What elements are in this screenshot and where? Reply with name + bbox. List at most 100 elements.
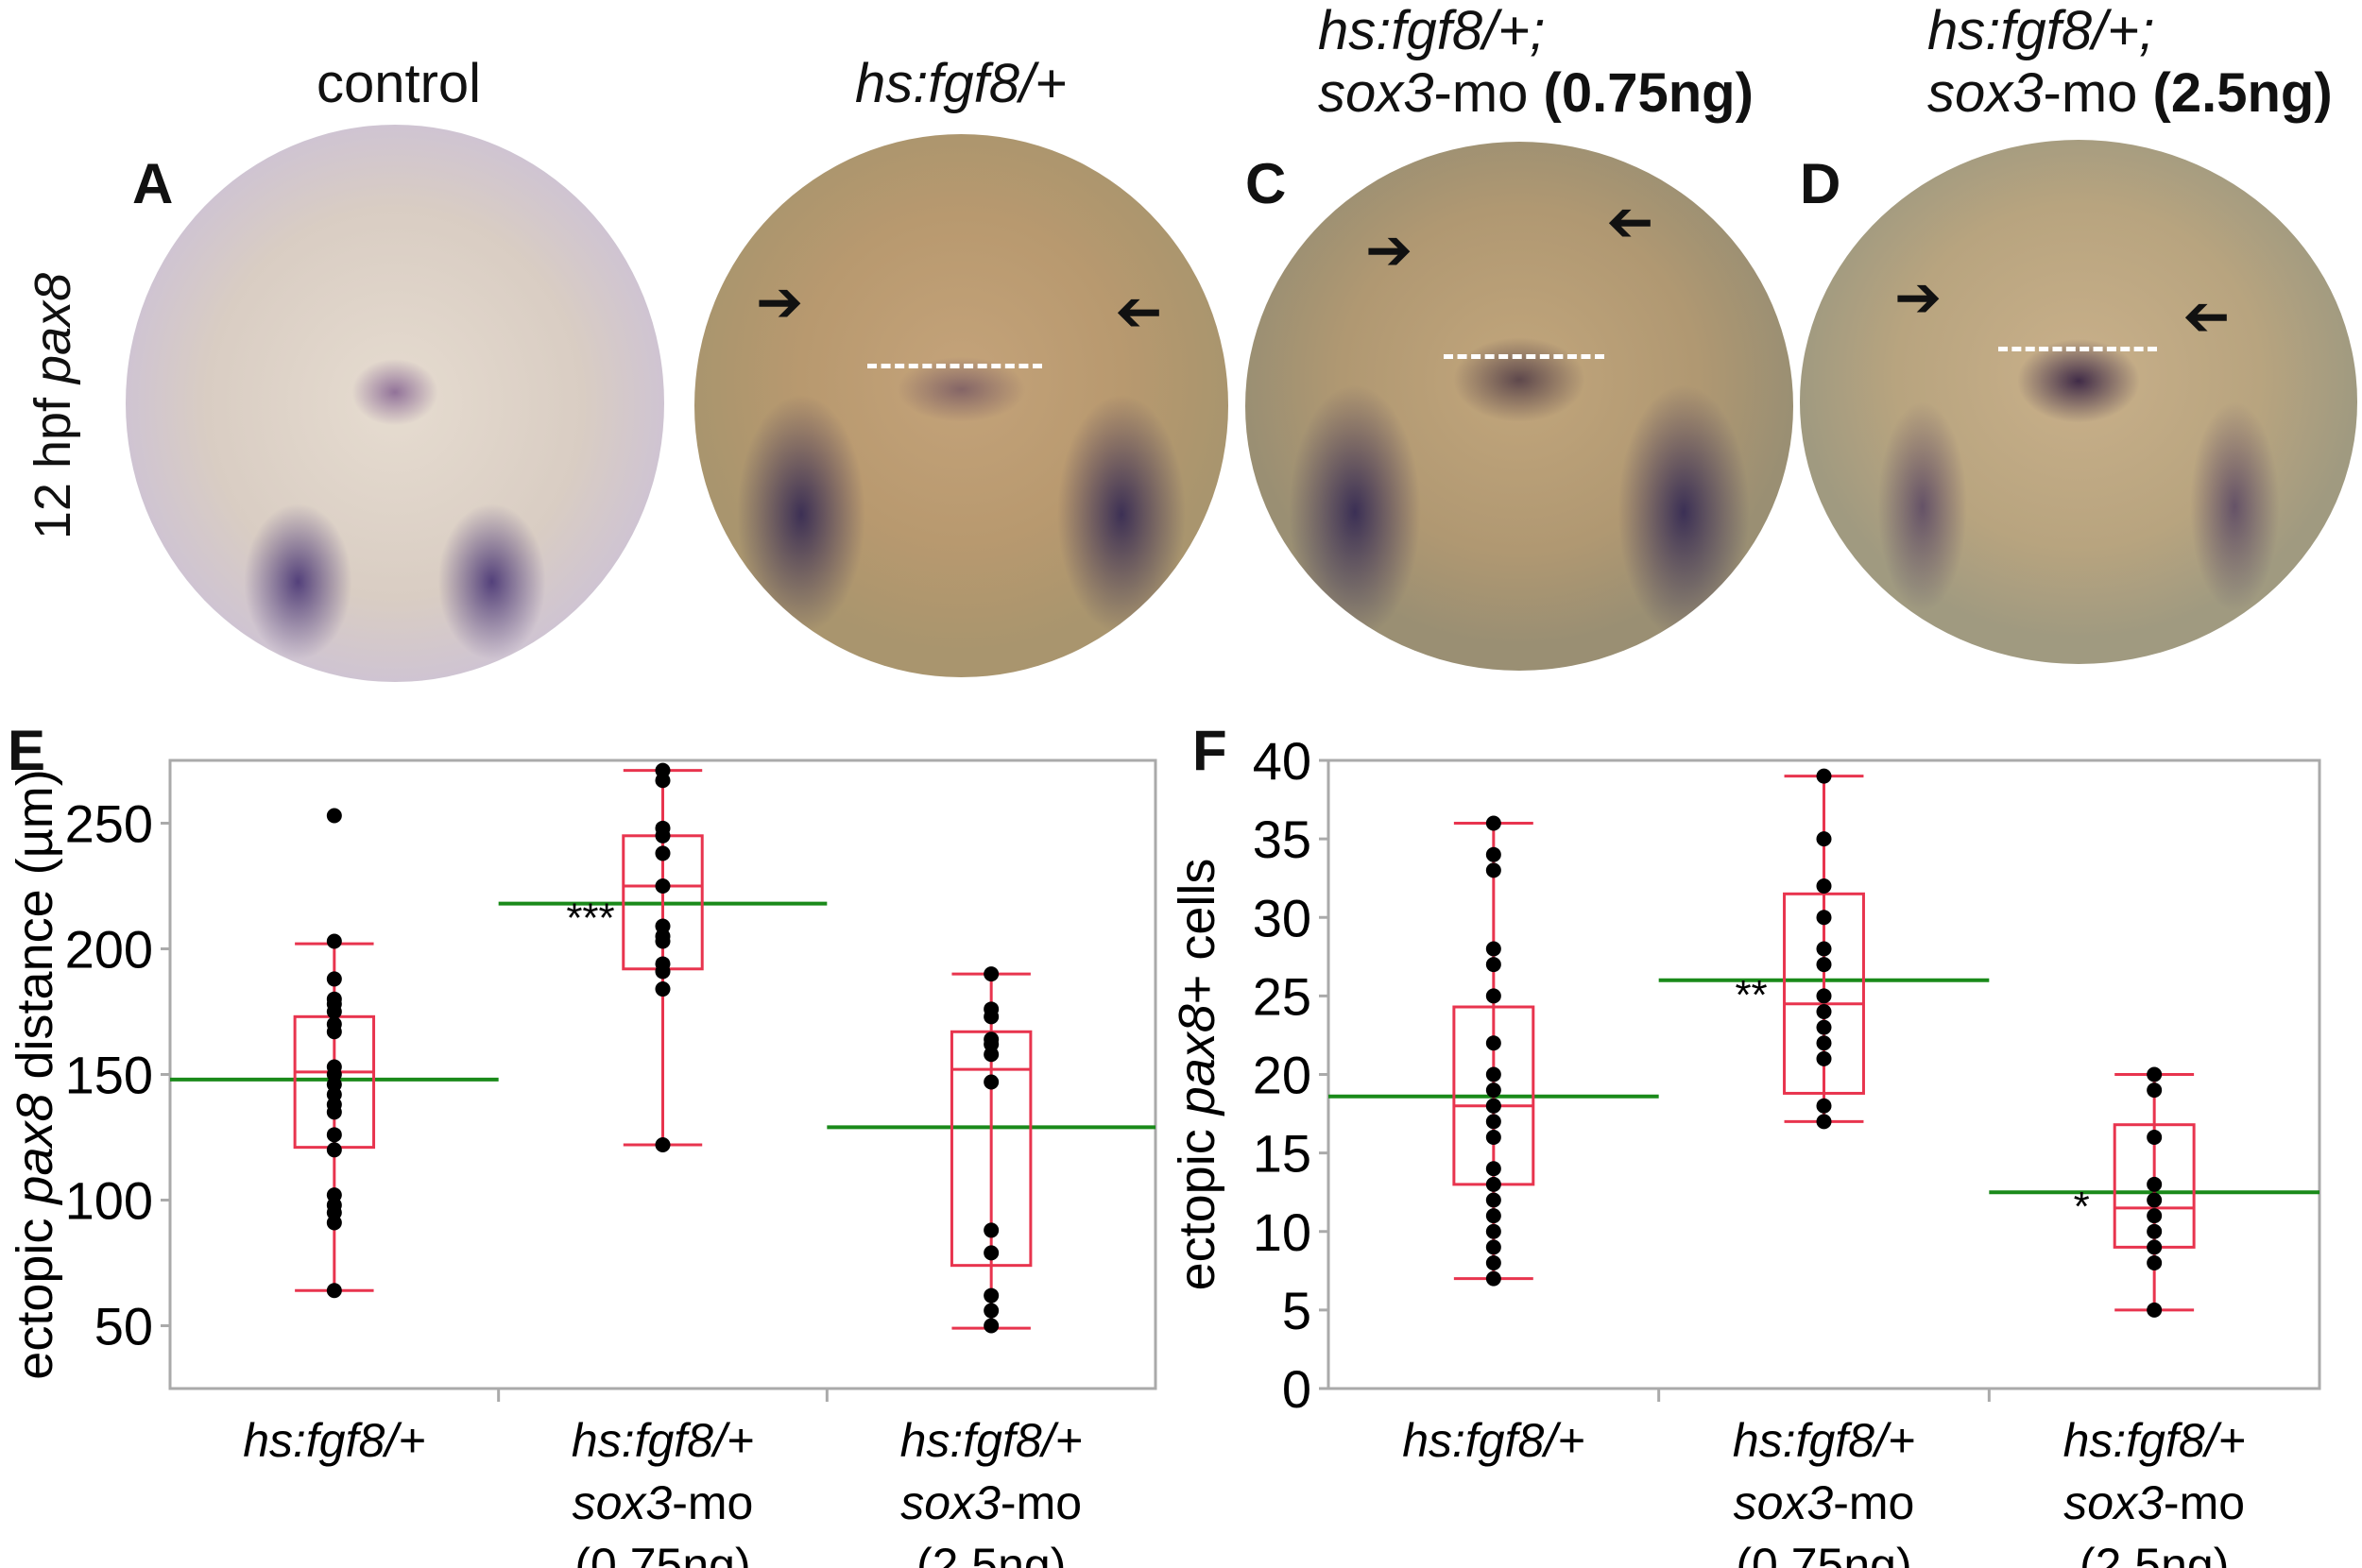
panel-letter-a: A	[132, 152, 174, 215]
data-point	[1485, 1208, 1501, 1224]
data-point	[1485, 862, 1501, 878]
title-c-line2: sox3-mo (0.75ng)	[1318, 62, 1754, 125]
x-tick-label: sox3-mo	[573, 1476, 754, 1529]
data-point	[1485, 957, 1501, 973]
embryo-sox3-mo-25	[1800, 140, 2357, 664]
data-point	[984, 1074, 1000, 1090]
title-d-line1: hs:fgf8/+;	[1927, 0, 2155, 61]
data-point	[1485, 1130, 1501, 1145]
y-tick-label: 100	[65, 1171, 153, 1231]
title-d-suffix: -mo	[2043, 62, 2153, 124]
data-point	[2147, 1223, 2163, 1239]
data-point	[1816, 1019, 1832, 1035]
data-point	[1816, 1035, 1832, 1051]
title-c-suffix: -mo	[1433, 62, 1544, 124]
box	[1783, 892, 1865, 1095]
y-tick-label: 150	[65, 1046, 153, 1105]
data-point	[1485, 1255, 1501, 1270]
data-point	[655, 981, 671, 997]
embryo-sox3-mo-075	[1245, 142, 1793, 671]
data-point	[1485, 846, 1501, 862]
data-point	[984, 1009, 1000, 1025]
data-point	[1816, 1098, 1832, 1114]
dashed-line-c	[1444, 354, 1604, 359]
y-axis-label: ectopic pax8+ cells	[1169, 859, 1225, 1291]
data-point	[1485, 1270, 1501, 1287]
x-tick-label: hs:fgf8/+	[1733, 1414, 1915, 1467]
y-tick-label: 10	[1253, 1202, 1311, 1262]
x-tick-label: (2.5ng)	[2080, 1539, 2229, 1568]
dashed-line-b	[867, 364, 1042, 368]
x-tick-label: (0.75ng)	[1736, 1539, 1911, 1568]
x-tick-label: sox3-mo	[1734, 1476, 1915, 1529]
data-point	[1485, 1161, 1501, 1177]
embryo-control	[126, 125, 664, 682]
data-point	[655, 933, 671, 949]
data-point	[326, 1283, 342, 1299]
data-point	[1816, 831, 1832, 847]
data-point	[326, 1004, 342, 1019]
x-tick-label: hs:fgf8/+	[1402, 1414, 1584, 1467]
data-point	[1485, 1239, 1501, 1255]
data-point	[1485, 988, 1501, 1004]
data-point	[2147, 1066, 2163, 1082]
title-d-gene: sox3	[1927, 62, 2044, 124]
data-point	[326, 1024, 342, 1040]
title-d-dose: (2.5ng)	[2152, 62, 2333, 124]
title-control: control	[316, 53, 482, 114]
data-point	[984, 966, 1000, 982]
data-point	[2147, 1192, 2163, 1208]
significance-label: **	[1735, 972, 1767, 1018]
data-point	[1816, 910, 1832, 926]
data-point	[1816, 941, 1832, 957]
title-d: hs:fgf8/+; sox3-mo (2.5ng)	[1927, 0, 2333, 125]
data-point	[984, 1222, 1000, 1238]
data-point	[655, 1136, 671, 1152]
data-point	[1816, 1004, 1832, 1019]
title-c: hs:fgf8/+; sox3-mo (0.75ng)	[1318, 0, 1754, 125]
data-point	[1485, 941, 1501, 957]
x-tick-label: sox3-mo	[900, 1476, 1082, 1529]
data-point	[1816, 1050, 1832, 1066]
significance-label: *	[2074, 1184, 2090, 1230]
data-point	[326, 1142, 342, 1158]
data-point	[2147, 1255, 2163, 1270]
data-point	[984, 1047, 1000, 1063]
data-point	[984, 1318, 1000, 1334]
arrow-right-icon: ➔	[1894, 265, 1943, 329]
data-point	[326, 1104, 342, 1120]
data-point	[2147, 1082, 2163, 1099]
y-tick-label: 30	[1253, 888, 1311, 947]
data-point	[1485, 815, 1501, 831]
data-point	[1485, 1114, 1501, 1130]
title-c-gene: sox3	[1318, 62, 1434, 124]
data-point	[1485, 1223, 1501, 1239]
title-c-line1: hs:fgf8/+;	[1318, 0, 1546, 61]
significance-label: ***	[566, 895, 614, 942]
y-axis-label: ectopic pax8 distance (µm)	[7, 769, 63, 1379]
data-point	[655, 845, 671, 861]
data-point	[326, 933, 342, 949]
y-tick-label: 0	[1282, 1359, 1311, 1419]
panel-letter-d: D	[1800, 152, 1841, 215]
data-point	[326, 1127, 342, 1143]
data-point	[326, 808, 342, 824]
y-tick-label: 35	[1253, 810, 1311, 869]
data-point	[655, 773, 671, 789]
data-point	[1485, 1082, 1501, 1099]
data-point	[2147, 1239, 2163, 1255]
data-point	[1816, 768, 1832, 784]
data-point	[1485, 1066, 1501, 1082]
data-point	[2147, 1176, 2163, 1192]
x-tick-label: sox3-mo	[2063, 1476, 2245, 1529]
title-d-line2: sox3-mo (2.5ng)	[1927, 62, 2333, 125]
data-point	[1816, 988, 1832, 1004]
data-point	[2147, 1130, 2163, 1145]
data-point	[2147, 1302, 2163, 1318]
data-point	[326, 971, 342, 987]
y-tick-label: 250	[65, 794, 153, 854]
data-point	[326, 1215, 342, 1231]
data-point	[655, 963, 671, 980]
